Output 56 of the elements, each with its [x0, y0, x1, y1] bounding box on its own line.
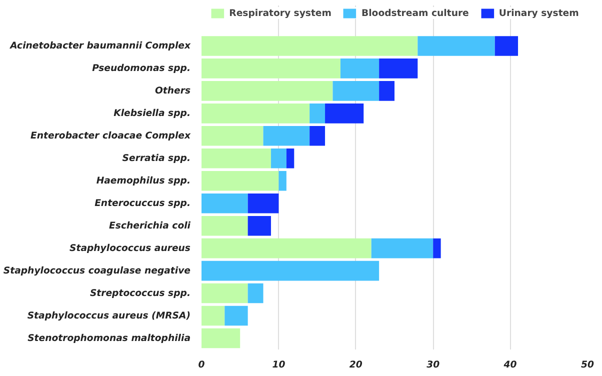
- bar: [202, 126, 264, 146]
- legend-label: Urinary system: [498, 8, 579, 18]
- y-tick-label: Haemophilus spp.: [96, 175, 191, 186]
- bar: [202, 104, 310, 124]
- bar: [202, 238, 372, 258]
- bar: [202, 306, 225, 326]
- bar: [418, 36, 495, 56]
- bar: [202, 283, 248, 304]
- bar: [325, 104, 364, 124]
- y-tick-label: Escherichia coli: [109, 220, 192, 232]
- bar: [202, 260, 380, 281]
- bar: [202, 148, 271, 168]
- x-tick-label: 30: [426, 360, 440, 370]
- bar: [332, 81, 380, 101]
- y-tick-label: Enterobacter cloacae Complex: [30, 130, 192, 142]
- bar: [224, 306, 248, 326]
- bar: [202, 328, 240, 348]
- bar: [263, 126, 310, 146]
- x-tick-label: 10: [272, 360, 286, 370]
- x-tick-label: 0: [198, 360, 206, 370]
- bar: [310, 104, 326, 124]
- bar: [310, 126, 326, 146]
- bar: [340, 58, 380, 78]
- y-tick-label: Staphylococcus aureus: [70, 242, 191, 254]
- bar: [433, 238, 441, 258]
- bar: [379, 81, 394, 101]
- bar: [248, 283, 264, 304]
- bar: [286, 148, 294, 168]
- y-tick-label: Enterocuccus spp.: [94, 198, 191, 209]
- bar: [371, 238, 434, 258]
- bar: [202, 170, 279, 191]
- x-tick-label: 40: [502, 360, 518, 370]
- bar: [248, 193, 279, 214]
- y-tick-label: Acinetobacter baumannii Complex: [9, 40, 192, 52]
- bar: [202, 216, 248, 236]
- y-tick-label: Streptococcus spp.: [90, 288, 191, 299]
- bar: [379, 58, 418, 78]
- y-tick-label: Stenotrophomonas maltophilia: [28, 332, 191, 344]
- bar: [202, 36, 418, 56]
- bar: [202, 81, 333, 101]
- x-tick-label: 50: [581, 360, 594, 370]
- bar: [248, 216, 271, 236]
- y-tick-label: Others: [154, 85, 191, 96]
- y-tick-label: Serratia spp.: [122, 152, 191, 164]
- bar: [270, 148, 286, 168]
- y-tick-label: Klebsiella spp.: [114, 108, 191, 119]
- bar: [202, 58, 340, 78]
- bar: [202, 193, 248, 214]
- y-tick-label: Staphylococcus coagulase negative: [3, 265, 191, 276]
- bar: [494, 36, 518, 56]
- x-tick-label: 20: [349, 360, 363, 370]
- y-tick-label: Staphylococcus aureus (MRSA): [27, 310, 191, 322]
- y-tick-label: Pseudomonas spp.: [92, 62, 191, 74]
- legend-label: Respiratory system: [229, 8, 332, 18]
- legend-label: Bloodstream culture: [361, 8, 469, 18]
- bar: [278, 170, 286, 191]
